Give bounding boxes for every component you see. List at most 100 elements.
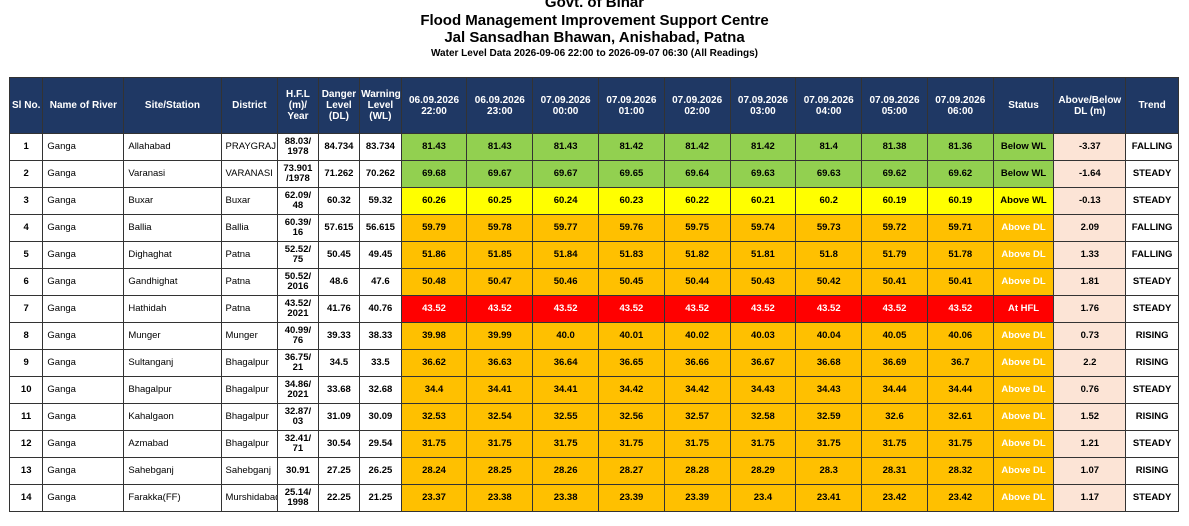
cell-reading: 31.75	[926, 430, 994, 458]
cell-diff: 1.76	[1053, 295, 1127, 323]
cell-site: Varanasi	[123, 160, 222, 188]
cell-reading: 23.42	[926, 484, 994, 512]
cell-reading: 31.75	[400, 430, 468, 458]
table-row: 7 Ganga Hathidah Patna 43.52/ 2021 41.76 40.76…	[8, 295, 1179, 323]
cell-reading: 23.42	[861, 484, 928, 512]
cell-river: Ganga	[42, 349, 125, 377]
cell-hfl: 25.14/ 1998	[277, 484, 319, 512]
cell-reading: 51.84	[532, 241, 599, 269]
cell-hfl: 50.52/ 2016	[277, 268, 319, 296]
cell-diff: 0.76	[1053, 376, 1127, 404]
cell-reading: 23.38	[532, 484, 599, 512]
cell-river: Ganga	[42, 160, 125, 188]
cell-reading: 39.99	[466, 322, 534, 350]
col-header-time: 07.09.2026 06:00	[926, 77, 994, 134]
cell-river: Ganga	[42, 187, 125, 215]
cell-trend: STEADY	[1125, 268, 1179, 296]
cell-reading: 50.47	[466, 268, 534, 296]
cell-reading: 34.43	[795, 376, 863, 404]
cell-reading: 32.57	[663, 403, 731, 431]
cell-status: Above DL	[992, 349, 1055, 377]
cell-reading: 60.19	[861, 187, 928, 215]
cell-reading: 43.52	[597, 295, 665, 323]
cell-trend: STEADY	[1125, 484, 1179, 512]
cell-dl: 30.54	[317, 430, 361, 458]
cell-site: Farakka(FF)	[123, 484, 222, 512]
cell-reading: 60.26	[400, 187, 468, 215]
cell-trend: STEADY	[1125, 187, 1179, 215]
cell-site: Hathidah	[123, 295, 222, 323]
cell-district: PRAYGRAJ	[220, 133, 279, 161]
cell-sl: 10	[8, 376, 44, 404]
cell-diff: 1.07	[1053, 457, 1127, 485]
cell-reading: 36.63	[466, 349, 534, 377]
table-row: 4 Ganga Ballia Ballia 60.39/ 16 57.615 56.615 5…	[8, 214, 1179, 242]
cell-reading: 51.85	[466, 241, 534, 269]
cell-river: Ganga	[42, 484, 125, 512]
cell-trend: FALLING	[1125, 214, 1179, 242]
col-header-time: 07.09.2026 03:00	[729, 77, 797, 134]
cell-reading: 32.59	[795, 403, 863, 431]
cell-reading: 81.36	[926, 133, 994, 161]
cell-status: At HFL	[992, 295, 1055, 323]
cell-reading: 60.24	[532, 187, 599, 215]
cell-reading: 40.02	[663, 322, 731, 350]
cell-reading: 43.52	[400, 295, 468, 323]
cell-reading: 23.38	[466, 484, 534, 512]
cell-reading: 40.01	[597, 322, 665, 350]
cell-wl: 38.33	[359, 322, 402, 350]
cell-reading: 34.42	[663, 376, 731, 404]
cell-dl: 84.734	[317, 133, 361, 161]
cell-dl: 41.76	[317, 295, 361, 323]
cell-wl: 47.6	[359, 268, 402, 296]
cell-diff: 1.52	[1053, 403, 1127, 431]
cell-status: Above DL	[992, 457, 1055, 485]
cell-sl: 5	[8, 241, 44, 269]
cell-hfl: 52.52/ 75	[277, 241, 319, 269]
table-header-row: Sl No. Name of River Site/Station Distri…	[8, 77, 1179, 134]
cell-dl: 71.262	[317, 160, 361, 188]
cell-diff: 0.73	[1053, 322, 1127, 350]
report-org: Govt. of Bihar	[544, 0, 645, 11]
col-header-wl: Warning Level (WL)	[359, 77, 402, 134]
cell-reading: 36.68	[795, 349, 863, 377]
cell-sl: 8	[8, 322, 44, 350]
report-title: Flood Management Improvement Support Cen…	[420, 12, 769, 29]
cell-reading: 28.24	[400, 457, 468, 485]
cell-site: Buxar	[123, 187, 222, 215]
col-header-time: 07.09.2026 02:00	[663, 77, 731, 134]
cell-dl: 22.25	[317, 484, 361, 512]
cell-sl: 3	[8, 187, 44, 215]
cell-river: Ganga	[42, 241, 125, 269]
cell-reading: 36.67	[729, 349, 797, 377]
cell-district: Bhagalpur	[220, 349, 279, 377]
cell-reading: 51.79	[861, 241, 928, 269]
cell-wl: 29.54	[359, 430, 402, 458]
cell-district: Munger	[220, 322, 279, 350]
cell-sl: 7	[8, 295, 44, 323]
cell-site: Kahalgaon	[123, 403, 222, 431]
col-header-trend: Trend	[1125, 77, 1179, 134]
cell-reading: 31.75	[466, 430, 534, 458]
table-row: 3 Ganga Buxar Buxar 62.09/ 48 60.32 59.32 60.26…	[8, 187, 1179, 215]
cell-reading: 59.74	[729, 214, 797, 242]
cell-reading: 34.44	[861, 376, 928, 404]
cell-reading: 36.69	[861, 349, 928, 377]
col-header-sl: Sl No.	[8, 77, 44, 134]
cell-hfl: 32.87/ 03	[277, 403, 319, 431]
cell-reading: 51.78	[926, 241, 994, 269]
cell-reading: 69.63	[795, 160, 863, 188]
cell-reading: 32.61	[926, 403, 994, 431]
cell-diff: 2.2	[1053, 349, 1127, 377]
cell-diff: -1.64	[1053, 160, 1127, 188]
report-address: Jal Sansadhan Bhawan, Anishabad, Patna	[444, 29, 745, 46]
col-header-site: Site/Station	[123, 77, 222, 134]
cell-district: Bhagalpur	[220, 403, 279, 431]
cell-hfl: 60.39/ 16	[277, 214, 319, 242]
cell-reading: 69.65	[597, 160, 665, 188]
cell-reading: 36.66	[663, 349, 731, 377]
cell-reading: 40.0	[532, 322, 599, 350]
col-header-time: 07.09.2026 01:00	[597, 77, 665, 134]
cell-reading: 28.29	[729, 457, 797, 485]
cell-reading: 59.73	[795, 214, 863, 242]
